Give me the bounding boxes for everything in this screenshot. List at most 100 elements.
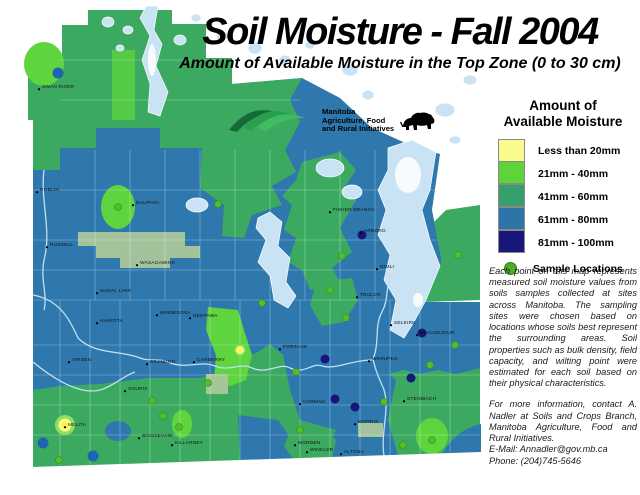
leaf-swoosh-icon (229, 110, 305, 132)
page-subtitle: Amount of Available Moisture in the Top … (179, 54, 621, 72)
covering-new-ground-logo (211, 100, 315, 156)
map-place-label: KILLARNEY (175, 440, 204, 446)
map-place-label: HAMIOTA (100, 318, 123, 324)
map-rivers (32, 169, 395, 457)
map-place-label: PORTAGE (283, 344, 307, 350)
sample-location-dot (428, 436, 436, 444)
description-block: Each point on this map represents measur… (489, 266, 637, 467)
place-marker (367, 360, 371, 363)
sample-location-dot (296, 426, 304, 434)
map-place-label: SELKIRK (394, 320, 416, 326)
place-marker (278, 348, 282, 351)
map-regions-parkland (78, 232, 383, 437)
sample-location-dot (338, 252, 346, 260)
legend-title: Amount of Available Moisture (487, 98, 639, 130)
place-marker (123, 390, 127, 393)
blue-moisture-dot (87, 450, 99, 462)
place-marker (95, 292, 99, 295)
legend-label: 21mm - 40mm (538, 167, 609, 180)
navy-moisture-dot (320, 354, 330, 364)
sample-location-dot (454, 251, 462, 259)
contact-phone: Phone: (204)745-5646 (489, 455, 581, 466)
sample-location-dot (55, 456, 63, 464)
legend-row: 41mm - 60mm (498, 184, 639, 208)
map-sample-dots (37, 67, 474, 465)
map-place-label: SWAN RIVER (42, 84, 75, 90)
sample-location-icon (504, 262, 517, 276)
place-marker (67, 361, 71, 364)
title-block: Soil Moisture - Fall 2004 Amount of Avai… (163, 11, 637, 73)
place-marker (305, 451, 309, 454)
sample-location-dot (326, 286, 334, 294)
manitoba-map: SWAN RIVER ROBLIN DAUPHIN RUSSELL WASAGAMING… (0, 6, 547, 495)
place-marker (155, 314, 159, 317)
place-marker (137, 437, 141, 440)
legend-label: 61mm - 80mm (538, 213, 609, 226)
legend-label: 41mm - 60mm (538, 190, 609, 203)
bison-icon (399, 112, 435, 130)
map-municipal-boundaries (33, 59, 480, 465)
map-place-label: ROBLIN (40, 187, 59, 193)
sample-location-dot (175, 423, 183, 431)
navy-moisture-dot (406, 373, 416, 383)
legend-label: 81mm - 100mm (538, 236, 614, 249)
sample-location-dot (114, 203, 122, 211)
place-marker (63, 426, 67, 429)
map-place-label: DAUPHIN (136, 200, 159, 206)
map-place-label: MINNEDOSA (160, 310, 191, 316)
legend-rows: Less than 20mm 21mm - 40mm 41mm - 60mm 6… (498, 139, 639, 254)
contact-email: E-Mail: Annadler@gov.mb.ca (489, 444, 608, 455)
place-marker (35, 191, 39, 194)
map-place-label: WINKLER (310, 447, 334, 453)
map-place-label: CARMAN (303, 399, 325, 405)
description-paragraph-2: For more information, contact A. Nadler … (489, 399, 637, 444)
mafri-line-2: Agriculture, Food (322, 115, 386, 125)
map-place-labels: SWAN RIVER ROBLIN DAUPHIN RUSSELL WASAGAMING… (35, 84, 455, 456)
place-marker (45, 246, 49, 249)
sample-location-dot (258, 299, 266, 307)
map-place-label: VIRDEN (72, 357, 92, 363)
mafri-logo-text: Manitoba Agriculture, Food and Rural Ini… (322, 107, 398, 134)
map-place-label: STEINBACH (407, 396, 437, 402)
dry-spot-core (237, 347, 243, 353)
map-place-label: BEAUSEJOUR (420, 330, 455, 336)
legend-row: 21mm - 40mm (498, 161, 639, 185)
place-marker (389, 324, 393, 327)
legend-label: Less than 20mm (538, 144, 621, 157)
map-region-east-green (424, 205, 480, 302)
navy-moisture-dot (350, 402, 360, 412)
sample-location-dot (148, 397, 156, 405)
map-place-label: CARBERRY (197, 357, 226, 363)
map-place-label: FISHER BRANCH (333, 207, 375, 213)
place-marker (37, 88, 41, 91)
map-region-interlake-green (282, 152, 356, 290)
map-svg: SWAN RIVER ROBLIN DAUPHIN RUSSELL WASAGAMING… (0, 6, 547, 495)
map-region-turtle-mtn (105, 421, 131, 441)
place-marker (415, 334, 419, 337)
map-place-label: WINNIPEG (372, 356, 398, 362)
legend-title-line1: Amount of (529, 98, 597, 113)
place-marker (131, 204, 135, 207)
map-place-label: SHOAL LAKE (100, 288, 132, 294)
legend-swatch-lt20 (498, 139, 525, 163)
place-marker (192, 361, 196, 364)
legend-row: Less than 20mm (498, 139, 639, 163)
map-place-label: TEULON (360, 292, 381, 298)
place-marker (402, 400, 406, 403)
map-place-label: ALTONA (344, 449, 365, 455)
sample-location-dot (426, 361, 434, 369)
blue-moisture-dot (52, 67, 64, 79)
map-mask-bottom (0, 451, 490, 495)
legend: Amount of Available Moisture Less than 2… (487, 98, 639, 276)
place-marker (359, 232, 363, 235)
map-place-label: MELITA (68, 422, 87, 428)
map-place-label: BOISSEVAIN (142, 433, 173, 439)
place-marker (298, 403, 302, 406)
place-marker (145, 363, 149, 366)
map-place-label: BRANDON (150, 359, 176, 365)
navy-moisture-dot (417, 328, 427, 338)
map-region-north-green (28, 10, 302, 238)
mafri-line-1: Manitoba (322, 107, 356, 116)
sample-location-dot (399, 441, 407, 449)
description-paragraph-1: Each point on this map represents measur… (489, 266, 637, 389)
